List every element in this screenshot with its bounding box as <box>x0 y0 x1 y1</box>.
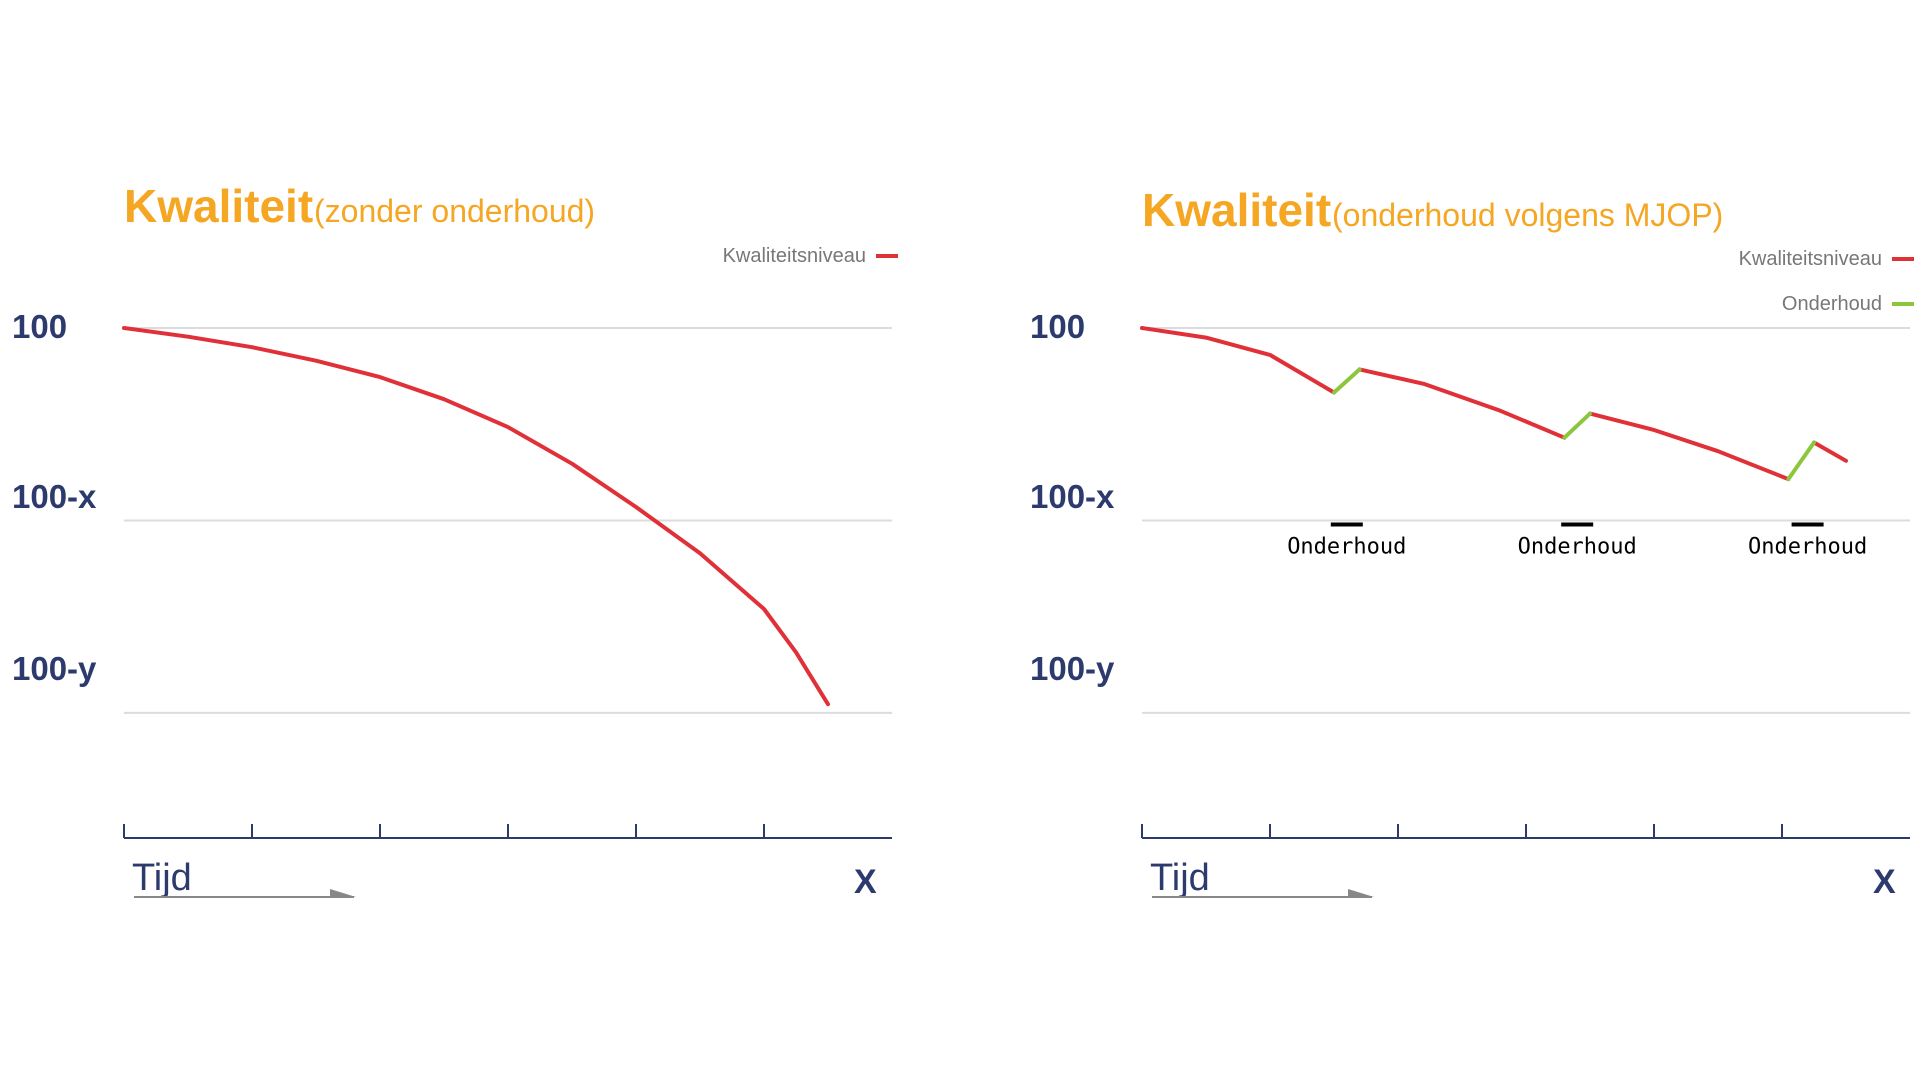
legend-label-quality: Kwaliteitsniveau <box>723 245 866 267</box>
chart-title: Kwaliteit <box>1142 184 1331 236</box>
x-axis-label: Tijd <box>1150 857 1210 899</box>
x-end-label: X <box>1873 863 1896 901</box>
maintenance-line-segment-0 <box>1332 367 1362 395</box>
chart-without-maintenance: Kwaliteit (zonder onderhoud) Kwaliteitsn… <box>12 180 898 901</box>
quality-line-segment-1 <box>1357 367 1567 440</box>
y-tick-label-100-y: 100-y <box>12 650 97 687</box>
time-arrow-head <box>330 889 356 897</box>
y-tick-label-100-y: 100-y <box>1030 650 1115 687</box>
x-end-label: X <box>854 863 877 901</box>
quality-line-segment-2 <box>1588 411 1791 482</box>
legend-label-quality: Kwaliteitsniveau <box>1739 248 1882 270</box>
time-arrow-head <box>1348 889 1374 897</box>
chart-title: Kwaliteit <box>124 180 313 232</box>
chart-with-maintenance: Kwaliteit (onderhoud volgens MJOP) Kwali… <box>1030 184 1914 901</box>
annotation-label-2: Onderhoud <box>1748 534 1867 559</box>
quality-line-segment-3 <box>1812 440 1848 463</box>
y-tick-label-100: 100 <box>12 308 67 345</box>
time-arrow <box>1152 889 1374 898</box>
legend-label-maintenance: Onderhoud <box>1782 293 1882 315</box>
y-tick-label-100-x: 100-x <box>1030 478 1115 515</box>
chart-subtitle: (zonder onderhoud) <box>314 193 595 229</box>
x-axis <box>123 824 892 839</box>
time-arrow <box>134 889 356 898</box>
x-axis <box>1141 824 1910 839</box>
x-axis-label: Tijd <box>132 857 192 899</box>
maintenance-line-segment-2 <box>1786 440 1816 482</box>
chart-subtitle: (onderhoud volgens MJOP) <box>1332 197 1723 233</box>
y-tick-label-100: 100 <box>1030 308 1085 345</box>
quality-line-segment-0 <box>1140 326 1336 395</box>
y-tick-label-100-x: 100-x <box>12 478 97 515</box>
annotation-label-1: Onderhoud <box>1518 534 1637 559</box>
quality-line-segment-0 <box>122 326 830 707</box>
annotation-label-0: Onderhoud <box>1287 534 1406 559</box>
maintenance-line-segment-1 <box>1562 411 1592 440</box>
